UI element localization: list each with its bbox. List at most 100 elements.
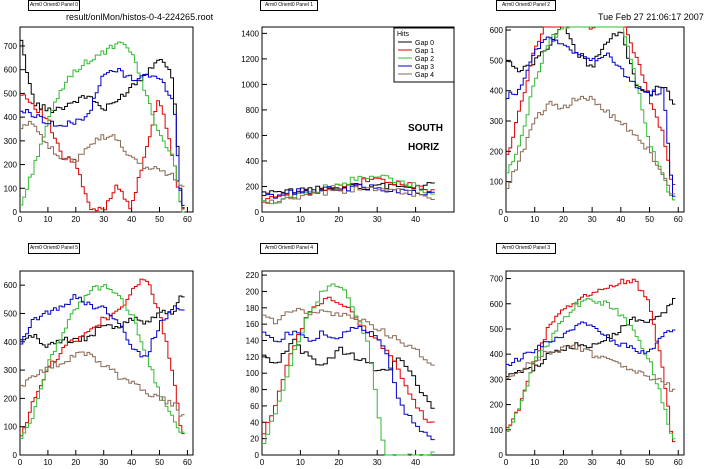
y-tick-label-2-6: 600 bbox=[490, 26, 504, 35]
series-line-1-3 bbox=[262, 183, 435, 199]
legend-title: Hits bbox=[397, 31, 410, 38]
x-tick-label-5-6: 60 bbox=[674, 458, 683, 467]
x-tick-label-0-2: 20 bbox=[71, 215, 80, 224]
x-tick-label-1-3: 30 bbox=[373, 215, 382, 224]
series-line-2-1 bbox=[506, 26, 676, 185]
series-line-4-3 bbox=[262, 326, 435, 441]
y-tick-label-0-4: 400 bbox=[4, 113, 18, 122]
annotation-horiz: HORIZ bbox=[408, 142, 439, 153]
panel-title-5: Arm0 Orient0 Panel 3 bbox=[496, 243, 556, 254]
x-tick-label-3-4: 40 bbox=[127, 458, 136, 467]
y-tick-label-4-11: 220 bbox=[246, 271, 260, 280]
series-line-1-4 bbox=[262, 186, 435, 204]
plot-frame-2 bbox=[505, 26, 685, 213]
series-line-5-4 bbox=[506, 344, 676, 392]
y-tick-label-3-2: 200 bbox=[4, 394, 18, 403]
x-tick-label-2-2: 20 bbox=[559, 215, 568, 224]
y-tick-label-3-0: 0 bbox=[13, 451, 18, 460]
series-line-3-4 bbox=[20, 351, 185, 417]
y-tick-label-4-2: 40 bbox=[250, 418, 259, 427]
y-tick-label-4-3: 60 bbox=[250, 402, 259, 411]
y-tick-label-2-3: 300 bbox=[490, 117, 504, 126]
series-line-4-4 bbox=[262, 307, 435, 366]
x-tick-label-3-1: 10 bbox=[43, 458, 52, 467]
legend-entry-4: Gap 4 bbox=[415, 72, 434, 79]
y-tick-label-5-3: 300 bbox=[490, 375, 504, 384]
y-tick-label-1-4: 800 bbox=[246, 106, 260, 115]
y-tick-label-3-6: 600 bbox=[4, 281, 18, 290]
y-tick-label-4-7: 140 bbox=[246, 337, 260, 346]
x-tick-label-0-4: 40 bbox=[127, 215, 136, 224]
y-tick-label-2-2: 200 bbox=[490, 147, 504, 156]
x-tick-label-1-2: 20 bbox=[334, 215, 343, 224]
series-line-0-0 bbox=[20, 39, 185, 209]
series-line-0-1 bbox=[20, 94, 185, 212]
y-tick-label-3-4: 400 bbox=[4, 338, 18, 347]
y-tick-label-0-6: 600 bbox=[4, 66, 18, 75]
y-tick-label-5-2: 200 bbox=[490, 401, 504, 410]
x-tick-label-2-0: 0 bbox=[504, 215, 509, 224]
y-tick-label-0-1: 100 bbox=[4, 184, 18, 193]
y-tick-label-4-4: 80 bbox=[250, 386, 259, 395]
plot-frame-0 bbox=[19, 26, 194, 213]
series-line-3-0 bbox=[20, 295, 185, 348]
series-line-5-2 bbox=[506, 298, 676, 440]
series-line-0-4 bbox=[20, 120, 185, 187]
x-tick-label-2-5: 50 bbox=[645, 215, 654, 224]
legend-entry-0: Gap 0 bbox=[415, 40, 434, 47]
panel-title-4: Arm0 Orient0 Panel 4 bbox=[260, 243, 318, 254]
y-tick-label-0-0: 0 bbox=[13, 208, 18, 217]
x-tick-label-2-3: 30 bbox=[588, 215, 597, 224]
series-line-5-0 bbox=[506, 298, 676, 378]
plot-frame-3 bbox=[19, 270, 194, 456]
panel-title-0: Arm0 Orient0 Panel 0 bbox=[28, 0, 80, 11]
y-tick-label-5-4: 400 bbox=[490, 350, 504, 359]
series-line-0-3 bbox=[20, 68, 185, 206]
y-tick-label-1-1: 200 bbox=[246, 182, 260, 191]
y-tick-label-3-1: 100 bbox=[4, 423, 18, 432]
x-tick-label-5-0: 0 bbox=[504, 458, 509, 467]
x-tick-label-4-0: 0 bbox=[260, 458, 265, 467]
x-tick-label-5-4: 40 bbox=[616, 458, 625, 467]
series-line-2-2 bbox=[506, 26, 676, 201]
y-tick-label-2-4: 400 bbox=[490, 87, 504, 96]
y-tick-label-0-2: 200 bbox=[4, 161, 18, 170]
y-tick-label-4-0: 0 bbox=[255, 451, 260, 460]
y-tick-label-1-2: 400 bbox=[246, 157, 260, 166]
y-tick-label-1-3: 600 bbox=[246, 131, 260, 140]
y-tick-label-5-7: 700 bbox=[490, 275, 504, 284]
series-line-2-3 bbox=[506, 36, 676, 197]
y-tick-label-1-6: 1200 bbox=[241, 55, 259, 64]
y-tick-label-3-3: 300 bbox=[4, 366, 18, 375]
series-line-3-2 bbox=[20, 284, 185, 439]
x-tick-label-0-1: 10 bbox=[43, 215, 52, 224]
x-tick-label-1-0: 0 bbox=[260, 215, 265, 224]
series-line-2-4 bbox=[506, 95, 676, 195]
legend-entry-3: Gap 3 bbox=[415, 64, 434, 71]
series-line-1-2 bbox=[262, 174, 435, 205]
y-tick-label-0-3: 300 bbox=[4, 137, 18, 146]
x-tick-label-0-5: 50 bbox=[155, 215, 164, 224]
series-line-3-3 bbox=[20, 294, 185, 358]
x-tick-label-3-5: 50 bbox=[155, 458, 164, 467]
x-tick-label-3-2: 20 bbox=[71, 458, 80, 467]
plot-frame-5 bbox=[505, 270, 685, 456]
series-line-4-2 bbox=[262, 283, 435, 456]
y-tick-label-4-10: 200 bbox=[246, 287, 260, 296]
y-tick-label-4-1: 20 bbox=[250, 435, 259, 444]
plot-frame-1 bbox=[261, 26, 455, 213]
series-line-4-0 bbox=[262, 338, 435, 409]
annotation-south: SOUTH bbox=[408, 123, 443, 134]
x-tick-label-0-6: 60 bbox=[183, 215, 192, 224]
x-tick-label-4-1: 10 bbox=[296, 458, 305, 467]
x-tick-label-5-5: 50 bbox=[645, 458, 654, 467]
x-tick-label-2-4: 40 bbox=[616, 215, 625, 224]
y-tick-label-4-9: 180 bbox=[246, 304, 260, 313]
y-tick-label-5-5: 500 bbox=[490, 325, 504, 334]
y-tick-label-1-7: 1400 bbox=[241, 29, 259, 38]
y-tick-label-5-6: 600 bbox=[490, 300, 504, 309]
y-tick-label-1-0: 0 bbox=[255, 208, 260, 217]
timestamp-label: Tue Feb 27 21:06:17 2007 bbox=[598, 12, 704, 22]
y-tick-label-3-5: 500 bbox=[4, 309, 18, 318]
